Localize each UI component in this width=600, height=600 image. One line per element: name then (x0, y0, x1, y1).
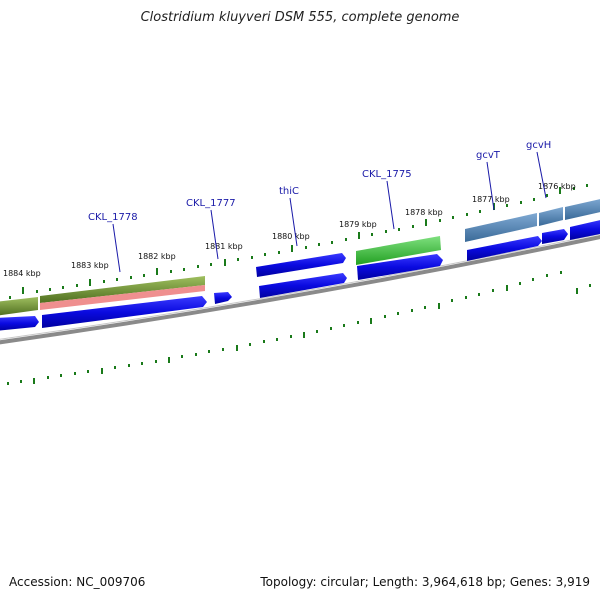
tick-label-1882: 1882 kbp (138, 252, 176, 261)
genome-backbone (0, 234, 600, 345)
gene-label-leaders (112, 151, 547, 273)
cds-arrow[interactable] (256, 253, 346, 277)
accession-text: Accession: NC_009706 (9, 575, 146, 589)
gene-label-gcvh: gcvH (526, 140, 551, 151)
cds-arrow[interactable] (357, 254, 443, 280)
tick-label-1876: 1876 kbp (538, 182, 576, 191)
tick-label-1879: 1879 kbp (339, 220, 377, 229)
cds-arrow[interactable] (0, 316, 39, 331)
cds-arrow[interactable] (542, 229, 568, 244)
cds-arrow[interactable] (214, 292, 232, 304)
gene-label-ckl1778: CKL_1778 (88, 212, 138, 223)
feature-track (0, 198, 600, 316)
feature-steel-right[interactable] (565, 198, 600, 220)
cds-arrow[interactable] (467, 236, 542, 261)
tick-label-1881: 1881 kbp (205, 242, 243, 251)
gene-label-thic: thiC (279, 186, 299, 197)
gene-label-gcvt: gcvT (476, 150, 501, 161)
cds-upper-row (256, 219, 600, 280)
feature-steel-gcvh[interactable] (539, 207, 563, 226)
tick-label-1878: 1878 kbp (405, 208, 443, 217)
tick-label-1884: 1884 kbp (3, 269, 41, 278)
outer-scale-ticks (7, 271, 591, 385)
gene-label-ckl1775: CKL_1775 (362, 169, 412, 180)
topology-text: Topology: circular; Length: 3,964,618 bp… (260, 575, 590, 589)
gene-labels: CKL_1778 CKL_1777 thiC CKL_1775 gcvT gcv… (88, 140, 551, 223)
feature-olive-left[interactable] (0, 297, 38, 316)
tick-labels: 1884 kbp 1883 kbp 1882 kbp 1881 kbp 1880… (3, 182, 576, 278)
cds-arrow[interactable] (570, 219, 600, 240)
cds-arrow[interactable] (42, 296, 207, 328)
cds-lower-row (0, 273, 347, 331)
tick-label-1880: 1880 kbp (272, 232, 310, 241)
feature-green-ckl1775[interactable] (356, 236, 441, 265)
map-title: Clostridium kluyveri DSM 555, complete g… (140, 10, 460, 25)
cds-arrow[interactable] (259, 273, 347, 298)
feature-salmon-ckl1778[interactable] (40, 285, 205, 310)
tick-label-1883: 1883 kbp (71, 261, 109, 270)
tick-label-1877: 1877 kbp (472, 195, 510, 204)
feature-olive-ckl1778[interactable] (40, 276, 205, 303)
gene-label-ckl1777: CKL_1777 (186, 198, 236, 209)
feature-steel-gcvt[interactable] (465, 213, 537, 242)
